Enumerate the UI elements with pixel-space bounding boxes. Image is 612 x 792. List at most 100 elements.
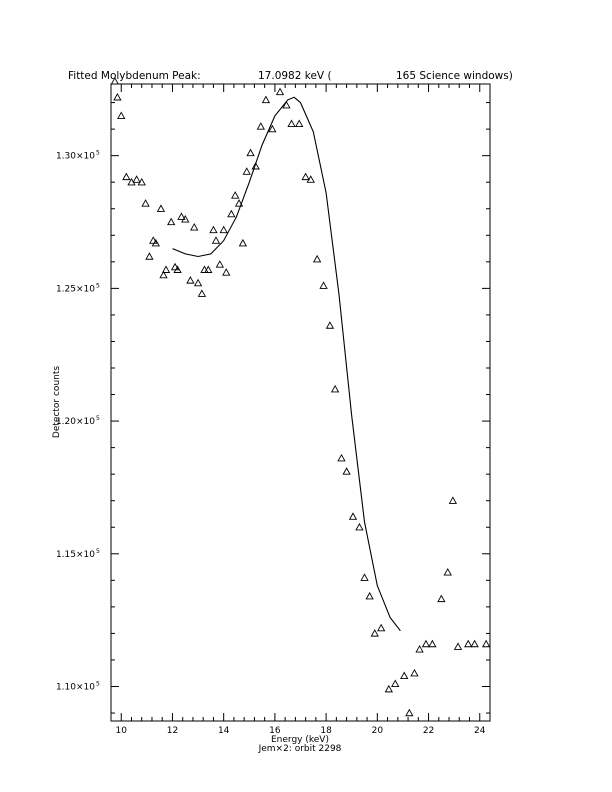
- data-point: [186, 276, 195, 284]
- data-point: [141, 199, 150, 207]
- data-points: [110, 77, 491, 717]
- data-point: [415, 645, 424, 653]
- data-point: [325, 321, 335, 329]
- y-tick-label: 1.20×10: [56, 417, 95, 427]
- x-tick-label: 24: [474, 726, 486, 736]
- data-point: [181, 215, 190, 223]
- data-point: [193, 278, 203, 287]
- x-tick-label: 10: [116, 726, 128, 736]
- x-tick-label: 22: [423, 726, 434, 736]
- data-point: [437, 594, 446, 603]
- chart-title-value: 17.0982 keV (: [258, 70, 332, 82]
- data-point: [151, 238, 160, 247]
- x-tick-label: 20: [372, 726, 384, 736]
- data-point: [464, 639, 473, 648]
- data-point: [211, 236, 221, 244]
- data-point: [337, 453, 346, 462]
- data-point: [365, 591, 374, 600]
- x-tick-label: 18: [320, 726, 332, 736]
- data-point: [219, 225, 228, 234]
- data-point: [428, 639, 437, 648]
- data-point: [145, 252, 154, 260]
- x-axis-title: Energy (keV): [271, 735, 329, 745]
- data-point: [391, 679, 400, 688]
- data-point: [360, 573, 369, 581]
- data-point: [448, 496, 458, 504]
- x-tick-label: 12: [167, 726, 178, 736]
- data-point: [410, 668, 419, 677]
- data-point: [215, 260, 224, 268]
- y-tick-label: 1.25×10: [56, 284, 95, 294]
- data-point: [246, 148, 255, 157]
- data-point: [295, 119, 304, 127]
- data-point: [384, 684, 394, 693]
- footer-orbit-label: Jem×2: orbit 2298: [258, 744, 342, 754]
- data-point: [330, 384, 340, 393]
- data-point: [113, 92, 122, 101]
- data-point: [209, 225, 218, 234]
- data-point: [231, 191, 240, 199]
- data-point: [481, 639, 491, 648]
- data-point: [421, 639, 431, 648]
- data-point: [238, 238, 248, 247]
- y-tick-label: 1.10×10: [56, 682, 95, 692]
- data-point: [348, 512, 358, 520]
- data-point: [242, 167, 251, 175]
- chart-title-label: Fitted Molybdenum Peak:: [68, 70, 201, 82]
- data-point: [137, 177, 146, 186]
- y-tick-label: 1.30×10: [56, 152, 95, 162]
- y-tick-exponent: 5: [96, 150, 100, 157]
- data-point: [377, 623, 386, 632]
- data-point: [312, 254, 322, 263]
- data-point: [319, 281, 328, 289]
- data-point: [190, 222, 199, 231]
- x-tick-label: 16: [269, 726, 281, 736]
- chart-title-windows: 165 Science windows): [396, 70, 513, 82]
- data-point: [167, 217, 176, 226]
- axes: [110, 83, 491, 722]
- data-point: [405, 708, 414, 717]
- data-point: [470, 639, 479, 648]
- data-point: [261, 95, 271, 104]
- data-point: [342, 467, 351, 475]
- x-tick-label: 14: [218, 726, 230, 736]
- data-point: [204, 265, 213, 273]
- data-point: [122, 172, 131, 181]
- data-point: [156, 204, 166, 212]
- data-point: [132, 175, 141, 183]
- y-tick-label: 1.15×10: [56, 550, 95, 560]
- data-point: [301, 172, 310, 181]
- data-point: [161, 265, 171, 273]
- y-tick-exponent: 5: [96, 680, 100, 687]
- data-point: [453, 642, 463, 650]
- y-tick-exponent: 5: [96, 548, 100, 555]
- data-point: [251, 161, 260, 170]
- data-point: [173, 265, 182, 273]
- y-tick-exponent: 5: [96, 282, 100, 289]
- data-point: [282, 100, 291, 109]
- data-point: [370, 629, 379, 637]
- data-point: [275, 87, 285, 96]
- data-point: [256, 122, 265, 130]
- y-tick-exponent: 5: [96, 415, 100, 422]
- data-point: [110, 77, 120, 85]
- data-point: [234, 199, 244, 207]
- fit-curve: [172, 96, 401, 632]
- data-point: [170, 262, 180, 271]
- plot-frame: [110, 83, 491, 722]
- data-point: [177, 212, 186, 220]
- data-point: [268, 124, 277, 133]
- fit-curve-layer: [172, 96, 401, 632]
- data-point: [197, 289, 207, 297]
- tick-marks: 10 12 14 16 18 20 22 241.10×10 51.15×10 51.20×10 5…: [56, 84, 491, 736]
- data-point: [227, 209, 236, 218]
- data-point: [306, 175, 315, 183]
- data-point: [443, 568, 452, 576]
- data-point: [117, 111, 126, 120]
- data-point: [355, 522, 364, 531]
- data-point: [287, 119, 296, 127]
- data-point: [149, 236, 158, 244]
- y-axis-title: Detector counts: [52, 366, 62, 438]
- data-point: [400, 671, 409, 680]
